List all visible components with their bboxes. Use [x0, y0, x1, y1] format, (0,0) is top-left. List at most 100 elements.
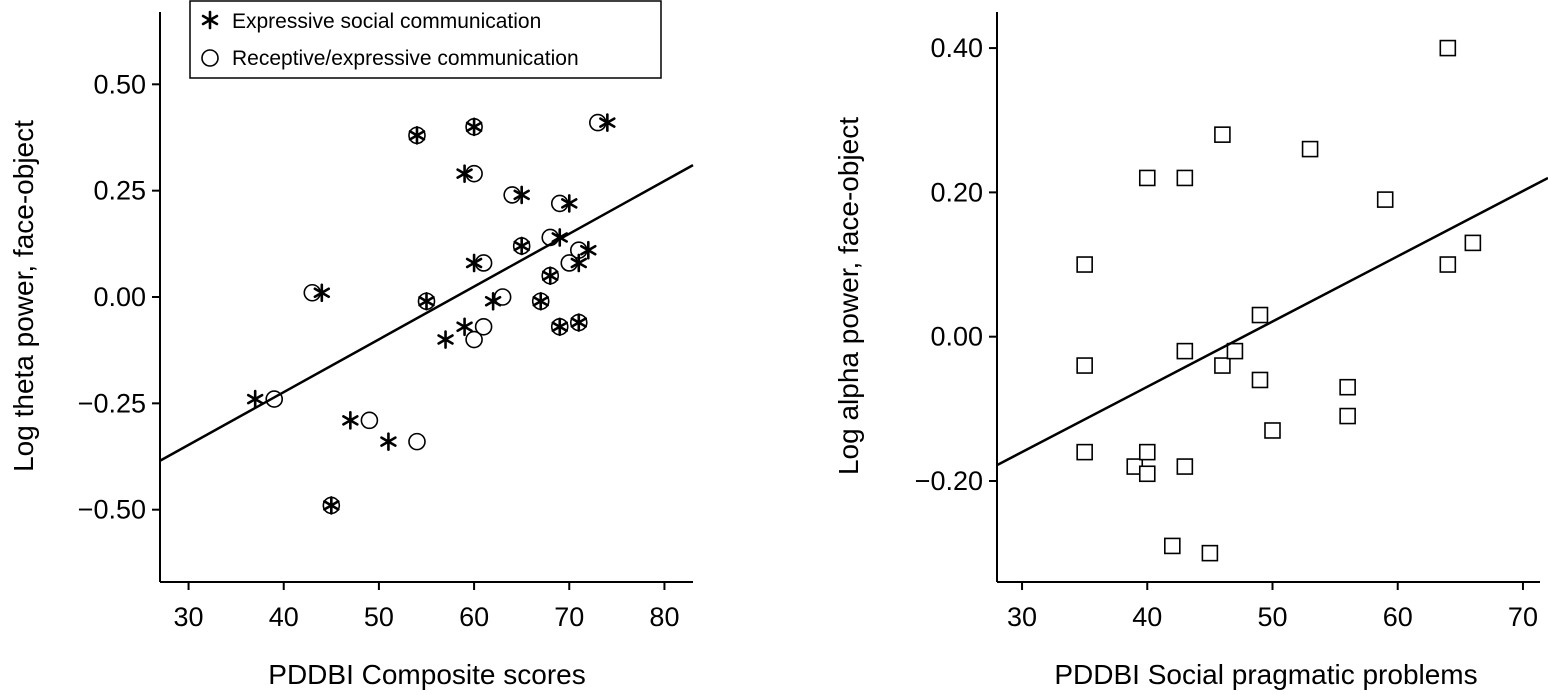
- data-point-square: [1214, 357, 1231, 374]
- legend-circle-icon: [201, 49, 219, 67]
- data-point-circle: [550, 317, 569, 336]
- data-point-asterisk: [313, 283, 331, 303]
- left-regression-line: [159, 164, 694, 462]
- y-tick-label: −0.20: [915, 466, 983, 496]
- right-data-points: [1076, 39, 1482, 562]
- data-point-circle: [550, 194, 569, 213]
- data-point-asterisk: [551, 228, 568, 247]
- data-point-square: [1264, 422, 1281, 439]
- data-point-asterisk: [570, 313, 588, 332]
- x-tick-label: 70: [1508, 602, 1538, 632]
- data-point-circle: [408, 432, 426, 451]
- legend-asterisk-mark: [201, 10, 219, 30]
- data-point-circle: [417, 292, 436, 311]
- y-tick-label: −0.25: [78, 388, 146, 418]
- data-point-circle: [474, 317, 493, 336]
- data-point-asterisk: [437, 330, 454, 349]
- data-point-square: [1201, 544, 1219, 562]
- data-point-asterisk: [561, 194, 578, 213]
- left-x-ticks: 30 40 50 60 70 80: [174, 582, 679, 632]
- y-tick-label: 0.00: [930, 322, 983, 352]
- x-tick-label: 50: [364, 602, 394, 632]
- data-point-circle: [531, 292, 550, 311]
- x-tick-label: 30: [174, 602, 204, 632]
- y-tick-label: −0.50: [78, 495, 146, 525]
- data-point-square: [1076, 256, 1093, 273]
- data-point-circle: [303, 283, 322, 302]
- y-tick-label: 0.00: [93, 282, 146, 312]
- data-point-asterisk: [484, 291, 502, 311]
- data-point-asterisk: [551, 317, 568, 337]
- data-point-asterisk: [380, 432, 397, 451]
- data-point-square: [1439, 39, 1457, 57]
- x-tick-label: 60: [1383, 602, 1413, 632]
- data-point-asterisk: [418, 291, 435, 311]
- x-tick-label: 40: [269, 602, 299, 632]
- right-regression-line: [996, 176, 1548, 467]
- legend-asterisk-icon: [201, 10, 219, 30]
- data-point-circle: [589, 113, 607, 132]
- data-point-asterisk: [580, 240, 597, 260]
- right-y-axis-title: Log alpha power, face-object: [833, 117, 864, 475]
- data-point-square: [1251, 306, 1269, 324]
- y-tick-label: 0.20: [930, 177, 983, 207]
- data-point-circle: [408, 126, 426, 145]
- right-x-axis-title: PDDBI Social pragmatic problems: [1054, 659, 1477, 690]
- data-point-asterisk: [542, 266, 559, 286]
- data-point-asterisk: [246, 389, 264, 409]
- x-tick-label: 80: [649, 602, 679, 632]
- chart-right: 30 40 50 60 70 −0.20 0.00 0.20 0.40 PDDBI Socia…: [833, 12, 1548, 690]
- data-point-square: [1176, 342, 1194, 360]
- data-point-circle: [503, 186, 521, 204]
- data-point-circle: [569, 241, 588, 260]
- data-point-asterisk: [323, 496, 340, 515]
- data-point-square: [1176, 169, 1194, 187]
- data-point-square: [1251, 371, 1269, 389]
- data-point-square: [1301, 140, 1319, 158]
- data-point-asterisk: [599, 113, 616, 132]
- data-point-asterisk: [465, 117, 483, 137]
- data-point-asterisk: [513, 236, 530, 256]
- left-x-axis-title: PDDBI Composite scores: [268, 659, 585, 690]
- data-point-circle: [512, 237, 531, 255]
- data-point-square: [1214, 126, 1231, 143]
- left-y-axis-title: Log theta power, face-object: [8, 120, 39, 472]
- data-point-circle: [265, 390, 284, 408]
- data-point-circle: [465, 118, 483, 136]
- data-point-square: [1138, 443, 1156, 461]
- data-point-asterisk: [465, 253, 483, 273]
- x-tick-label: 60: [459, 602, 489, 632]
- data-point-asterisk: [456, 317, 473, 337]
- data-point-square: [1138, 465, 1156, 483]
- data-point-square: [1226, 342, 1244, 360]
- data-point-asterisk: [456, 164, 473, 183]
- data-point-square: [1138, 169, 1156, 187]
- data-point-circle: [541, 266, 560, 285]
- data-point-circle: [360, 411, 379, 430]
- data-point-square: [1439, 256, 1457, 273]
- data-point-circle: [560, 254, 579, 272]
- legend-label-receptive: Receptive/expressive communication: [232, 47, 579, 70]
- data-point-square: [1376, 191, 1394, 208]
- left-data-points: [246, 113, 616, 515]
- data-point-circle: [322, 496, 341, 515]
- data-point-square: [1176, 458, 1194, 475]
- data-point-square: [1076, 357, 1093, 374]
- legend-label-expressive: Expressive social communication: [232, 10, 541, 33]
- right-y-ticks: −0.20 0.00 0.20 0.40: [915, 33, 997, 496]
- y-tick-label: 0.50: [93, 69, 146, 99]
- data-point-square: [1339, 378, 1356, 396]
- data-point-square: [1076, 443, 1093, 461]
- data-point-circle: [569, 313, 588, 332]
- data-point-circle: [493, 288, 512, 306]
- data-point-circle: [465, 164, 483, 183]
- right-axes: [996, 12, 1540, 583]
- data-point-asterisk: [408, 126, 426, 145]
- data-point-asterisk: [342, 411, 359, 430]
- data-point-circle: [474, 254, 493, 272]
- data-point-circle: [465, 330, 483, 349]
- data-point-asterisk: [513, 185, 530, 205]
- data-point-square: [1464, 234, 1482, 252]
- y-tick-label: 0.40: [930, 33, 983, 63]
